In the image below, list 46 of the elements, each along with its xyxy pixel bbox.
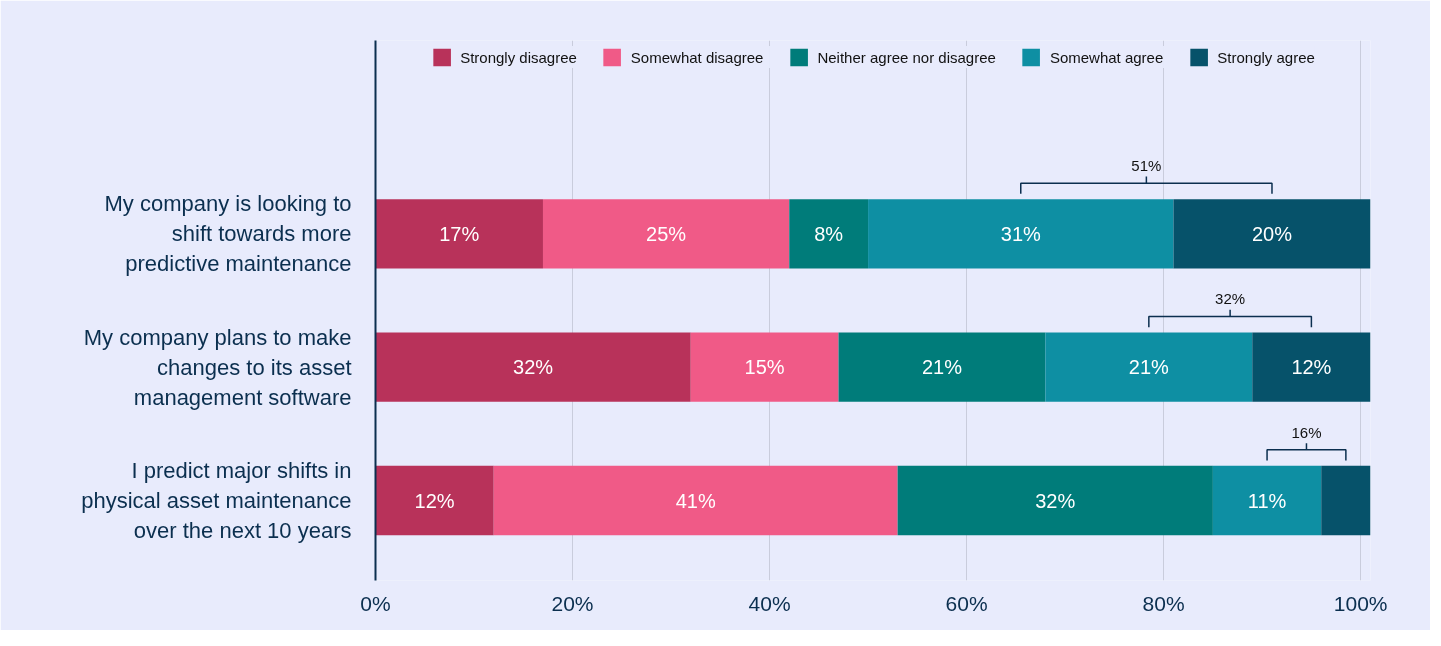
bar [1045, 332, 1253, 402]
legend-label: Neither agree nor disagree [817, 48, 996, 66]
bar [789, 199, 869, 269]
x-tick-label: 20% [551, 591, 594, 615]
data-label: 32% [1035, 489, 1076, 512]
data-label: 25% [646, 222, 687, 245]
bar [1212, 465, 1322, 536]
y-tick-label: I predict major shifts in physical asset maintenance over the next 10 years [81, 458, 352, 543]
bar [838, 332, 1046, 402]
annotation: 51% [1131, 156, 1162, 174]
legend-label: Strongly agree [1217, 48, 1315, 66]
data-label: 21% [1128, 356, 1170, 379]
y-tick-label: My company plans to make changes to its asset management software [83, 324, 352, 410]
data-label: 20% [1251, 222, 1293, 245]
bar [868, 199, 1174, 269]
data-label: 8% [814, 222, 844, 245]
bar [897, 465, 1213, 536]
legend-label: Somewhat disagree [630, 48, 764, 66]
data-label: 32% [513, 356, 554, 379]
data-label: 31% [1000, 222, 1041, 245]
data-label: 12% [1291, 356, 1332, 379]
bar [1321, 465, 1371, 536]
bar [1173, 199, 1371, 269]
x-tick-label: 100% [1333, 591, 1388, 615]
bar [690, 332, 839, 402]
bar [542, 199, 790, 269]
y-tick-label: My company is looking to shift towards more predictive maintenance [104, 191, 352, 277]
data-label: 41% [675, 489, 716, 512]
annotation: 16% [1291, 423, 1322, 441]
bar [375, 199, 543, 269]
x-tick-label: 80% [1142, 591, 1185, 615]
bar [493, 465, 898, 536]
x-tick-label: 0% [360, 591, 391, 615]
bar [1252, 332, 1371, 402]
data-label: 21% [921, 356, 963, 379]
data-label: 15% [744, 356, 785, 379]
data-label: 17% [439, 222, 480, 245]
annotation: 32% [1215, 290, 1246, 308]
x-tick-label: 40% [748, 591, 791, 615]
legend-label: Somewhat agree [1049, 48, 1164, 66]
x-tick-label: 60% [945, 591, 988, 615]
legend-label: Strongly disagree [460, 48, 577, 66]
data-label: 12% [414, 489, 455, 512]
bar [375, 465, 494, 536]
bar [375, 332, 691, 402]
data-label: 11% [1247, 489, 1287, 512]
